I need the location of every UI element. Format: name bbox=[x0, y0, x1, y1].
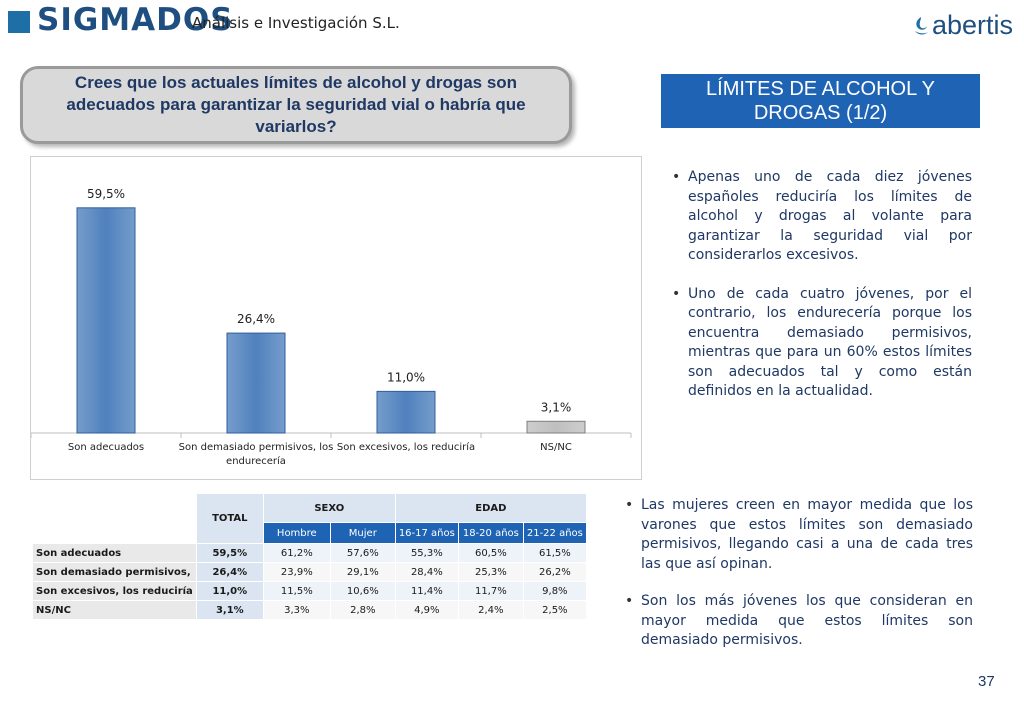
cell-value: 9,8% bbox=[522, 581, 587, 601]
age-18-20-header: 18-20 años bbox=[457, 522, 524, 544]
cell-value: 11,4% bbox=[394, 581, 459, 601]
table-row: Son excesivos, los reduciría 11,0% 11,5%… bbox=[32, 581, 587, 601]
table-row: Son adecuados 59,5% 61,2% 57,6% 55,3% 60… bbox=[32, 543, 587, 563]
bar-value-label: 59,5% bbox=[87, 187, 125, 201]
bar bbox=[76, 207, 136, 434]
bar-chart: 59,5% Son adecuados 26,4% Son demasiado per… bbox=[30, 156, 642, 480]
cell-value: 29,1% bbox=[329, 562, 396, 582]
finding-bullet: Apenas uno de cada diez jóvenes españole… bbox=[670, 168, 972, 266]
age-16-17-header: 16-17 años bbox=[394, 522, 459, 544]
hombre-header: Hombre bbox=[262, 522, 331, 544]
row-total: 3,1% bbox=[195, 600, 264, 620]
bar-value-label: 26,4% bbox=[237, 312, 275, 326]
category-label: NS/NC bbox=[540, 442, 572, 453]
survey-question: Crees que los actuales límites de alcoho… bbox=[20, 66, 572, 144]
company-subtitle: Análisis e Investigación S.L. bbox=[192, 14, 400, 32]
findings-list-top: Apenas uno de cada diez jóvenes españole… bbox=[670, 168, 972, 402]
finding-bullet: Uno de cada cuatro jóvenes, por el contr… bbox=[670, 285, 972, 402]
age-21-22-header: 21-22 años bbox=[522, 522, 587, 544]
table-row: Son demasiado permisivos, 26,4% 23,9% 29… bbox=[32, 562, 587, 582]
cell-value: 28,4% bbox=[394, 562, 459, 582]
row-total: 11,0% bbox=[195, 581, 264, 601]
bar-value-label: 11,0% bbox=[387, 370, 425, 384]
abertis-logo-icon bbox=[915, 17, 928, 35]
cell-value: 11,5% bbox=[262, 581, 331, 601]
cell-value: 2,4% bbox=[457, 600, 524, 620]
sexo-header: SEXO bbox=[262, 493, 396, 523]
abertis-logo-text: abertis bbox=[932, 10, 1014, 40]
category-label: Son excesivos, los reduciría bbox=[337, 441, 475, 453]
edad-header: EDAD bbox=[394, 493, 587, 523]
cell-value: 55,3% bbox=[394, 543, 459, 563]
row-label: Son excesivos, los reduciría bbox=[32, 581, 197, 601]
cell-value: 2,8% bbox=[329, 600, 396, 620]
table-row: NS/NC 3,1% 3,3% 2,8% 4,9% 2,4% 2,5% bbox=[32, 600, 587, 620]
sigmados-logo: SIGMADOS bbox=[37, 2, 234, 38]
cell-value: 23,9% bbox=[262, 562, 331, 582]
cell-value: 60,5% bbox=[457, 543, 524, 563]
table-corner bbox=[32, 493, 197, 544]
abertis-logo: abertis bbox=[912, 10, 1016, 44]
cell-value: 61,2% bbox=[262, 543, 331, 563]
sigmados-logo-mark bbox=[8, 11, 30, 33]
cell-value: 10,6% bbox=[329, 581, 396, 601]
crosstab-table: TOTAL SEXO EDAD Hombre Mujer 16-17 años … bbox=[32, 493, 587, 620]
table-subheader-row: Hombre Mujer 16-17 años 18-20 años 21-22… bbox=[33, 522, 587, 544]
total-header: TOTAL bbox=[195, 493, 264, 544]
row-total: 26,4% bbox=[195, 562, 264, 582]
cell-value: 2,5% bbox=[522, 600, 587, 620]
finding-bullet: Son los más jóvenes los que consideran e… bbox=[623, 592, 973, 651]
bar bbox=[376, 390, 436, 434]
cell-value: 26,2% bbox=[522, 562, 587, 582]
row-label: Son adecuados bbox=[32, 543, 197, 563]
mujer-header: Mujer bbox=[329, 522, 396, 544]
page-number: 37 bbox=[978, 673, 995, 690]
category-label: Son demasiado permisivos, los endurecería bbox=[179, 442, 334, 467]
row-label: Son demasiado permisivos, bbox=[32, 562, 197, 582]
cell-value: 11,7% bbox=[457, 581, 524, 601]
cell-value: 61,5% bbox=[522, 543, 587, 563]
cell-value: 3,3% bbox=[262, 600, 331, 620]
findings-list-bottom: Las mujeres creen en mayor medida que lo… bbox=[623, 496, 973, 651]
chart-canvas: 59,5% Son adecuados 26,4% Son demasiado per… bbox=[31, 187, 632, 467]
bar-value-label: 3,1% bbox=[541, 400, 572, 414]
bar bbox=[526, 420, 586, 434]
cell-value: 57,6% bbox=[329, 543, 396, 563]
cell-value: 4,9% bbox=[394, 600, 459, 620]
category-label: Son adecuados bbox=[68, 442, 144, 453]
table-header-row: TOTAL SEXO EDAD bbox=[32, 493, 587, 544]
finding-bullet: Las mujeres creen en mayor medida que lo… bbox=[623, 496, 973, 574]
row-label: NS/NC bbox=[32, 600, 197, 620]
row-total: 59,5% bbox=[195, 543, 264, 563]
bar bbox=[226, 332, 286, 434]
cell-value: 25,3% bbox=[457, 562, 524, 582]
slide-title: LÍMITES DE ALCOHOL Y DROGAS (1/2) bbox=[661, 74, 980, 128]
